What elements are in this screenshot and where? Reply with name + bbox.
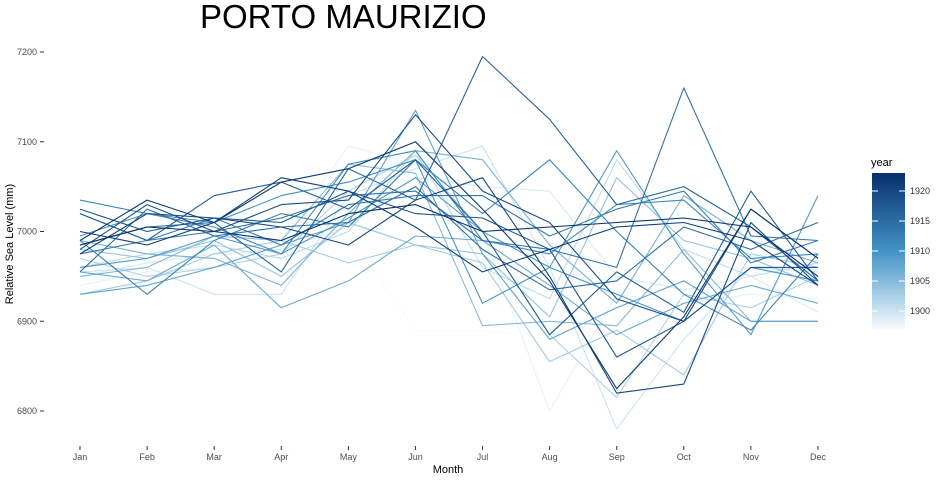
y-axis-label: Relative Sea Level (mm) bbox=[4, 184, 16, 304]
series-line-1917 bbox=[79, 159, 819, 336]
y-tick-label: 6800 bbox=[17, 406, 37, 416]
x-axis-label: Month bbox=[433, 464, 464, 476]
x-axis: Jan Feb Mar Apr May Jun Jul Aug Sep Oct Nov Dec bbox=[73, 446, 827, 462]
legend-tick-label: 1920 bbox=[910, 186, 930, 196]
y-axis: 6800 6900 7000 7100 7200 bbox=[17, 47, 44, 416]
y-tick-label: 6900 bbox=[17, 316, 37, 326]
series-line-1903 bbox=[79, 239, 819, 376]
x-tick-label: Sep bbox=[609, 452, 625, 462]
x-tick-label: Nov bbox=[743, 452, 760, 462]
y-tick-label: 7000 bbox=[17, 227, 37, 237]
series-line-1923 bbox=[79, 204, 819, 277]
series-line-1908 bbox=[79, 109, 818, 340]
legend-tick-label: 1915 bbox=[910, 216, 930, 226]
chart-title: PORTO MAURIZIO bbox=[200, 0, 487, 35]
series-line-1920 bbox=[79, 177, 819, 394]
series-line-1914 bbox=[79, 87, 819, 268]
x-tick-label: Apr bbox=[274, 452, 288, 462]
series-line-1918 bbox=[79, 190, 818, 358]
y-tick-label: 7200 bbox=[17, 47, 37, 57]
legend-title: year bbox=[871, 157, 893, 169]
x-tick-label: Jun bbox=[408, 452, 423, 462]
series-line-1921 bbox=[79, 177, 819, 286]
x-tick-label: Jan bbox=[73, 452, 88, 462]
series-line-1902 bbox=[79, 154, 819, 399]
x-tick-label: Feb bbox=[139, 452, 155, 462]
x-tick-label: Jul bbox=[477, 452, 489, 462]
x-tick-label: Oct bbox=[677, 452, 692, 462]
series-line-1901 bbox=[79, 150, 819, 300]
series-line-1897 bbox=[79, 235, 819, 340]
x-tick-label: Dec bbox=[810, 452, 827, 462]
x-tick-label: May bbox=[340, 452, 358, 462]
legend-tick-label: 1905 bbox=[910, 276, 930, 286]
legend-tick-label: 1900 bbox=[910, 306, 930, 316]
series-lines bbox=[79, 55, 819, 430]
series-line-1919 bbox=[79, 114, 819, 322]
color-legend: year 1900 1905 1910 1915 1920 bbox=[871, 157, 930, 329]
series-line-1900 bbox=[79, 145, 819, 430]
x-tick-label: Aug bbox=[542, 452, 558, 462]
series-line-1922 bbox=[79, 141, 819, 390]
legend-tick-label: 1910 bbox=[910, 246, 930, 256]
x-tick-label: Mar bbox=[206, 452, 222, 462]
series-line-1916 bbox=[79, 55, 819, 282]
series-line-1909 bbox=[79, 150, 819, 336]
series-line-1912 bbox=[79, 159, 819, 331]
y-tick-label: 7100 bbox=[17, 137, 37, 147]
